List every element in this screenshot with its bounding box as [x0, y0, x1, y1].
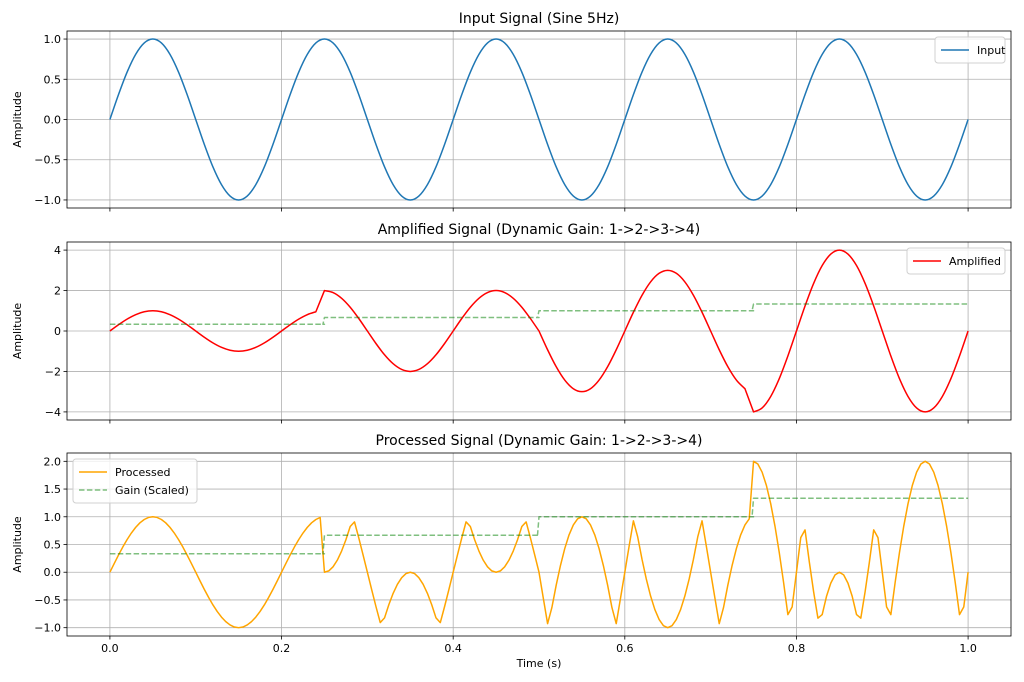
x-tick-label: 0.8 — [788, 642, 806, 655]
subplot-1: −1.0 −0.5 0.0 0.5 1.0 Input Signal (Sine 5Hz)… — [11, 11, 1012, 212]
y-axis-label: Amplitude — [11, 91, 24, 148]
legend-label: Input — [977, 44, 1006, 57]
legend-label: Processed — [115, 466, 170, 479]
y-tick-label: 1.0 — [44, 511, 62, 524]
plot-area — [109, 38, 969, 201]
legend: Input — [934, 36, 1006, 64]
y-tick-label: −0.5 — [34, 594, 61, 607]
y-axis-label: Amplitude — [11, 303, 24, 360]
gain-scaled-line — [109, 497, 969, 555]
legend: Processed Gain (Scaled) — [72, 458, 198, 504]
x-tick-label: 0.4 — [444, 642, 462, 655]
input-line — [109, 38, 969, 201]
y-tick-label: 0 — [54, 325, 61, 338]
y-tick-label: −2 — [45, 365, 61, 378]
subplot-title: Processed Signal (Dynamic Gain: 1->2->3-… — [376, 433, 703, 449]
y-tick-label: −1.0 — [34, 194, 61, 207]
plot-area — [109, 249, 969, 413]
x-tick-label: 0.2 — [273, 642, 291, 655]
subplot-3: 0.0 0.2 0.4 0.6 0.8 1.0 −1.0 −0.5 0.0 0.5 1.0 1.5 2.… — [11, 433, 1012, 670]
subplot-title: Amplified Signal (Dynamic Gain: 1->2->3-… — [378, 222, 701, 238]
y-tick-label: −1.0 — [34, 622, 61, 635]
y-tick-label: 1.5 — [44, 483, 62, 496]
axes-frame — [66, 30, 1012, 209]
x-tick-label: 0.0 — [101, 642, 119, 655]
x-tick-label: 1.0 — [959, 642, 977, 655]
subplot-title: Input Signal (Sine 5Hz) — [459, 11, 620, 27]
amplified-line — [109, 249, 969, 413]
axes-frame — [66, 241, 1012, 421]
legend-box — [934, 36, 1006, 64]
processed-line — [109, 460, 969, 629]
subplot-2: −4 −2 0 2 4 Amplified Signal (Dynamic Gain: 1… — [11, 222, 1012, 424]
y-tick-label: 1.0 — [44, 33, 62, 46]
y-tick-label: 2 — [54, 285, 61, 298]
y-axis-label: Amplitude — [11, 516, 24, 573]
axes-frame — [66, 452, 1012, 637]
legend: Amplified — [906, 247, 1006, 275]
y-tick-label: 2.0 — [44, 455, 62, 468]
legend-box — [72, 458, 198, 504]
gain-line — [109, 303, 969, 326]
y-tick-label: 0.0 — [44, 114, 62, 127]
plot-area — [109, 460, 969, 629]
y-tick-label: 0.0 — [44, 566, 62, 579]
y-tick-label: 0.5 — [44, 539, 62, 552]
y-tick-label: 4 — [54, 244, 61, 257]
y-tick-label: −0.5 — [34, 154, 61, 167]
x-axis-label: Time (s) — [516, 657, 562, 670]
y-tick-label: 0.5 — [44, 73, 62, 86]
legend-label: Amplified — [949, 255, 1001, 268]
legend-box — [906, 247, 1006, 275]
y-tick-label: −4 — [45, 406, 61, 419]
legend-label: Gain (Scaled) — [115, 484, 189, 497]
x-tick-label: 0.6 — [616, 642, 634, 655]
